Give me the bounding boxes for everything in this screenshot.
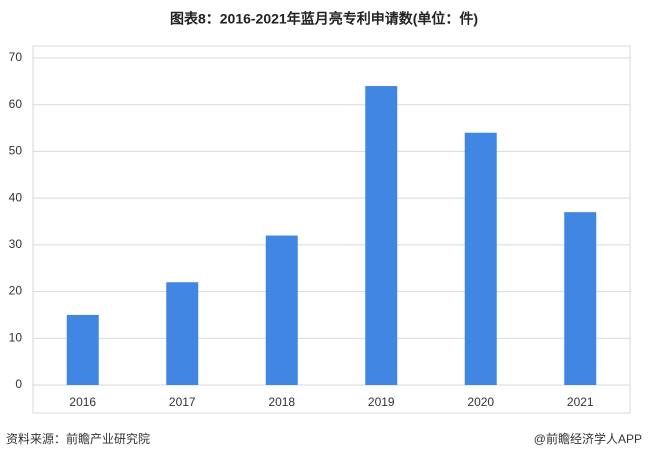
x-tick-label: 2018 xyxy=(268,395,295,409)
y-tick-label: 70 xyxy=(9,50,23,64)
bar xyxy=(564,212,597,385)
x-tick-label: 2019 xyxy=(368,395,395,409)
bar xyxy=(66,314,99,385)
source: 资料来源：前瞻产业研究院 xyxy=(6,431,150,446)
y-tick-label: 60 xyxy=(9,97,23,111)
y-tick-label: 30 xyxy=(9,237,23,251)
x-tick-label: 2020 xyxy=(467,395,494,409)
x-tick-label: 2021 xyxy=(567,395,594,409)
x-tick-label: 2017 xyxy=(169,395,196,409)
y-tick-label: 20 xyxy=(9,284,23,298)
plot-frame xyxy=(32,45,631,414)
y-tick-label: 50 xyxy=(9,144,23,158)
bar xyxy=(265,235,298,385)
chart-title: 图表8：2016-2021年蓝月亮专利申请数(单位：件) xyxy=(170,11,478,27)
y-tick-label: 10 xyxy=(9,330,23,344)
bar xyxy=(365,86,398,386)
credit: @前瞻经济学人APP xyxy=(534,431,642,446)
y-tick-label: 0 xyxy=(15,377,22,391)
x-tick-label: 2016 xyxy=(69,395,96,409)
bar xyxy=(464,132,497,385)
bar xyxy=(166,282,199,385)
y-tick-label: 40 xyxy=(9,190,23,204)
